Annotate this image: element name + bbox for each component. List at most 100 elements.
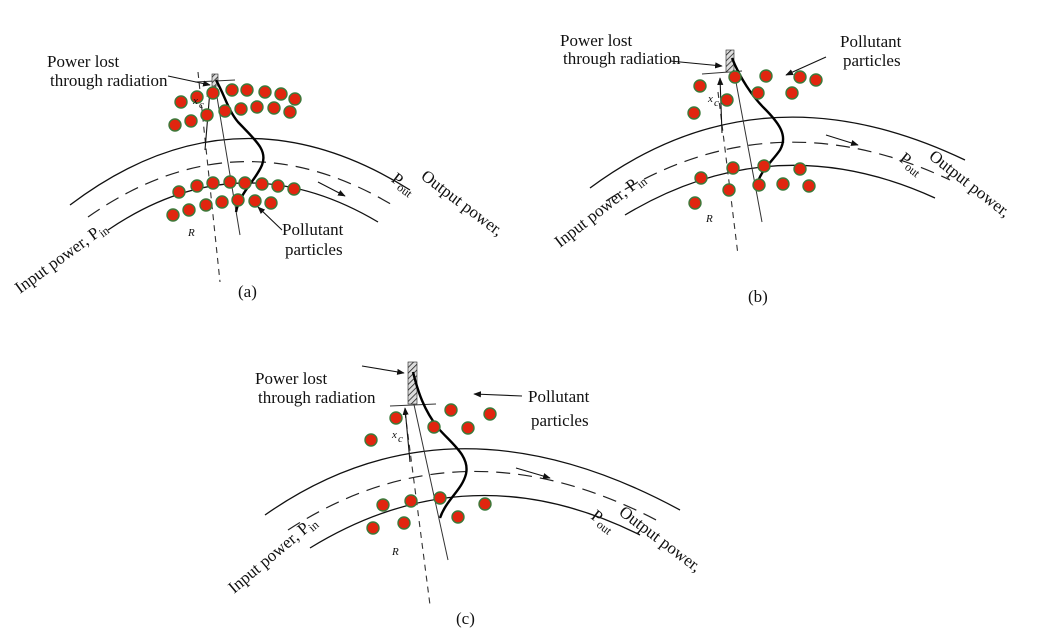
pollutant-particle (200, 108, 214, 122)
pollutant-particle (190, 179, 204, 193)
fiber-core-axis (605, 141, 951, 202)
pollutant-particle (174, 95, 188, 109)
caption-b: (b) (748, 287, 768, 306)
xc-label: x c (192, 95, 204, 111)
pollutant-particle (720, 93, 734, 107)
pollutant-label-line2: particles (285, 240, 343, 259)
pollutant-particle (722, 183, 736, 197)
xc-subscript: c (199, 99, 204, 111)
panel-b: Power lost through radiation Pollutant p… (551, 31, 1014, 306)
pollutant-particle (688, 196, 702, 210)
propagation-arrow (317, 181, 346, 197)
pollutant-label-line1: Pollutant (528, 387, 590, 406)
caption-a: (a) (238, 282, 257, 301)
fiber-outer-edge (589, 116, 966, 189)
svg-text:Pout: Pout (586, 506, 619, 538)
pollutant-particle (785, 86, 799, 100)
pollutant-particle (793, 162, 807, 176)
pollutant-particle (444, 403, 458, 417)
pollutant-particle (248, 194, 262, 208)
radiation-plate (211, 73, 219, 87)
pollutant-particle (483, 407, 497, 421)
pollutant-particle (694, 171, 708, 185)
output-power-text: Output power, (616, 502, 705, 576)
power-lost-label-line2: through radiation (258, 388, 376, 407)
pollutant-particle (218, 104, 232, 118)
pollutant-particle (404, 494, 418, 508)
pollutant-particle (376, 498, 390, 512)
input-power-label: Input power, Pin (551, 174, 650, 251)
pollutant-particle (267, 101, 281, 115)
power-lost-arrow (669, 60, 723, 69)
pollutant-particle (397, 516, 411, 530)
pollutant-particle (461, 421, 475, 435)
output-power-label: Output power, Pout (388, 166, 507, 240)
svg-text:Pout: Pout (895, 148, 928, 180)
pollutant-particle (274, 87, 288, 101)
power-lost-label-line1: Power lost (47, 52, 120, 71)
power-lost-label-line1: Power lost (255, 369, 328, 388)
particles-a (166, 83, 302, 222)
output-power-label: Output power, Pout (586, 502, 705, 576)
radius-line (197, 71, 221, 283)
pollutant-particle (240, 83, 254, 97)
xc-subscript: c (714, 97, 719, 109)
pollutant-particle (728, 70, 742, 84)
fiber-inner-edge (624, 164, 936, 216)
xc-symbol: x (707, 93, 713, 105)
pollutant-particle (693, 79, 707, 93)
propagation-arrow (825, 134, 859, 146)
pollutant-particle (234, 102, 248, 116)
pollutant-particle (776, 177, 790, 191)
fiber-outer-edge (69, 137, 411, 206)
radius-arrow (402, 407, 411, 463)
pollutant-particle (223, 175, 237, 189)
pollutant-particle (793, 70, 807, 84)
power-lost-arrow (167, 75, 211, 87)
pollutant-particle (166, 208, 180, 222)
xc-label: x c (391, 429, 403, 445)
normal-line (732, 65, 763, 223)
pollutant-particle (451, 510, 465, 524)
pollutant-particle (433, 491, 447, 505)
svg-text:Input power, Pin: Input power, Pin (11, 218, 112, 299)
pollutant-particle (751, 86, 765, 100)
pollutant-particle (255, 177, 269, 191)
pollutant-particle (215, 195, 229, 209)
radius-label: R (391, 546, 399, 558)
pollutant-arrow (473, 391, 523, 398)
xc-symbol: x (192, 95, 198, 107)
pollutant-particle (182, 203, 196, 217)
pollutant-particle (172, 185, 186, 199)
input-power-label: Input power, Pin (11, 218, 112, 299)
output-power-label: Output power, Pout (895, 146, 1015, 221)
pollutant-particle (288, 92, 302, 106)
panel-a: Power lost through radiation Pollutant p… (11, 52, 507, 301)
power-lost-label-line2: through radiation (50, 71, 168, 90)
pollutant-particle (364, 433, 378, 447)
pollutant-particle (752, 178, 766, 192)
pollutant-particle (258, 85, 272, 99)
pollutant-particle (389, 411, 403, 425)
pollutant-particle (809, 73, 823, 87)
output-power-text: Output power, (926, 146, 1015, 221)
pollutant-particle (199, 198, 213, 212)
xc-subscript: c (398, 433, 403, 445)
radius-arrow (717, 77, 724, 134)
pollutant-particle (184, 114, 198, 128)
fiber-outer-edge (264, 448, 681, 516)
pollutant-particle (271, 179, 285, 193)
pollutant-particle (757, 159, 771, 173)
pollutant-particle (726, 161, 740, 175)
pollutant-particle (366, 521, 380, 535)
radius-label: R (705, 213, 713, 225)
pollutant-particle (238, 176, 252, 190)
normal-line (412, 399, 449, 561)
pollutant-particle (206, 86, 220, 100)
pollutant-particle (287, 182, 301, 196)
caption-c: (c) (456, 609, 475, 628)
field-profile-curve (411, 371, 468, 519)
input-power-text: Input power, P (224, 518, 313, 597)
pollutant-particle (802, 179, 816, 193)
